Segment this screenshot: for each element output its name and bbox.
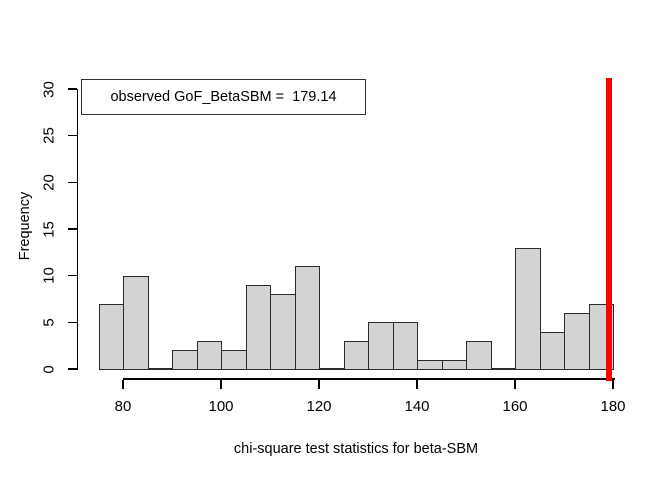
- y-tick-label: 25: [40, 127, 58, 144]
- histogram-bar: [98, 303, 125, 370]
- x-axis-title: chi-square test statistics for beta-SBM: [233, 441, 479, 457]
- legend-box: observed GoF_BetaSBM = 179.14: [81, 79, 366, 115]
- y-tick-label: 15: [40, 220, 58, 238]
- x-axis-tick: [514, 379, 516, 389]
- x-tick-label: 120: [306, 398, 332, 415]
- x-axis-line: [123, 378, 615, 380]
- histogram-bar: [196, 341, 223, 370]
- y-tick-label: 10: [40, 267, 58, 284]
- x-tick-label: 100: [208, 398, 234, 415]
- x-tick-label: 80: [114, 398, 132, 415]
- histogram-bar: [539, 331, 566, 370]
- y-axis-line: [76, 89, 78, 371]
- y-axis-title: Frequency: [17, 191, 33, 261]
- x-axis-tick: [318, 379, 320, 389]
- y-tick-label: 30: [40, 80, 58, 98]
- histogram-bar: [294, 266, 321, 370]
- x-tick-label: 160: [502, 398, 528, 415]
- x-axis-tick: [220, 379, 222, 389]
- y-axis-tick: [68, 368, 77, 370]
- y-axis-tick: [68, 88, 77, 90]
- histogram-bar: [466, 341, 492, 370]
- y-tick-label: 5: [40, 318, 58, 327]
- y-axis-tick: [68, 228, 77, 230]
- y-axis-tick: [68, 274, 77, 277]
- histogram-bar: [515, 247, 541, 370]
- histogram-bar: [172, 350, 198, 370]
- x-axis-tick: [416, 379, 418, 389]
- legend-text: observed GoF_BetaSBM = 179.14: [110, 89, 337, 105]
- y-axis-tick: [68, 134, 77, 137]
- histogram-bar: [245, 285, 272, 370]
- histogram-bar: [392, 322, 419, 370]
- y-tick-label: 20: [40, 173, 58, 191]
- histogram-bar: [123, 275, 149, 370]
- x-axis-tick: [122, 379, 124, 389]
- histogram-bar: [368, 322, 394, 370]
- x-axis-tick: [612, 379, 614, 389]
- histogram-bar: [270, 294, 296, 370]
- y-axis-tick: [68, 321, 77, 324]
- histogram-bar: [564, 313, 590, 370]
- histogram-bar: [343, 341, 370, 370]
- y-tick-label: 0: [40, 364, 58, 374]
- histogram-bar: [221, 350, 247, 370]
- histogram-bar: [441, 359, 468, 370]
- x-tick-label: 180: [600, 398, 626, 415]
- observed-value-line: [605, 78, 612, 381]
- y-axis-tick: [68, 181, 77, 184]
- histogram-bar: [417, 359, 443, 370]
- x-tick-label: 140: [404, 398, 430, 415]
